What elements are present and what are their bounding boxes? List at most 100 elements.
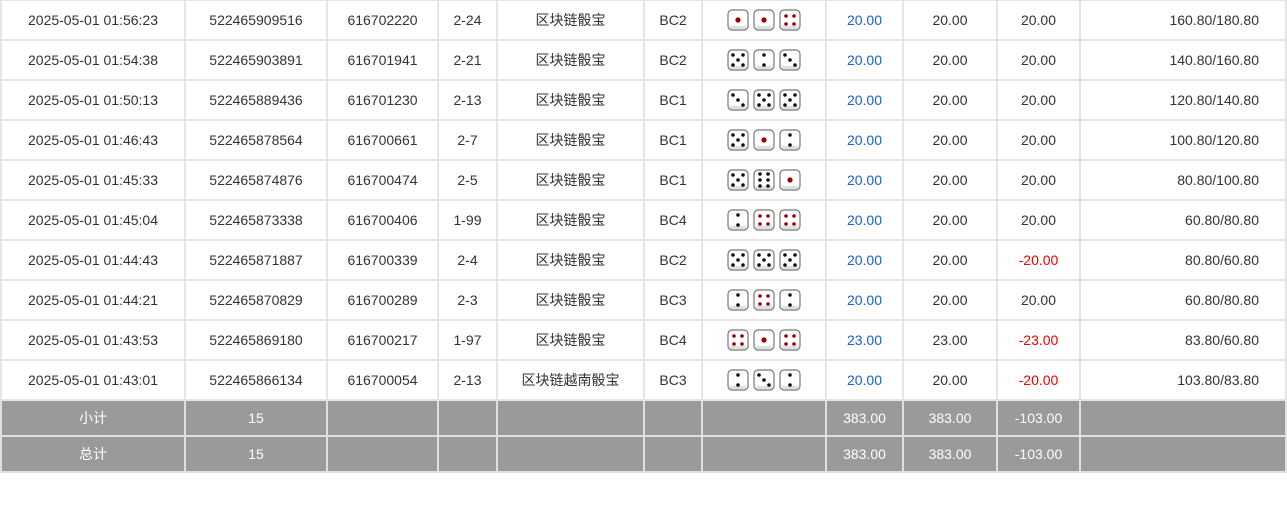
order-number: 522465873338 [184, 199, 328, 241]
table-number: 2-21 [437, 39, 498, 81]
die-1-icon [777, 169, 803, 191]
table-number: 2-13 [437, 359, 498, 401]
table-row: 2025-05-01 01:54:38 522465903891 616701941… [0, 39, 1287, 81]
win-loss: -23.00 [996, 319, 1081, 361]
die-5-icon [751, 249, 777, 271]
game-code: BC1 [643, 79, 703, 121]
die-4-icon [751, 209, 777, 231]
game-name: 区块链骰宝 [496, 0, 645, 41]
dice-result [701, 159, 827, 201]
order-number: 522465878564 [184, 119, 328, 161]
table-number: 2-3 [437, 279, 498, 321]
table-number: 2-24 [437, 0, 498, 41]
issue-number: 616700406 [326, 199, 439, 241]
balance-change: 60.80/80.80 [1079, 199, 1287, 241]
balance-change: 103.80/83.80 [1079, 359, 1287, 401]
bet-amount: 20.00 [825, 159, 904, 201]
dice-result [701, 119, 827, 161]
game-code: BC1 [643, 119, 703, 161]
valid-bet: 20.00 [902, 159, 998, 201]
table-row: 2025-05-01 01:44:43 522465871887 616700339… [0, 239, 1287, 281]
game-name: 区块链骰宝 [496, 319, 645, 361]
balance-change: 100.80/120.80 [1079, 119, 1287, 161]
table-number: 2-5 [437, 159, 498, 201]
bet-amount: 20.00 [825, 359, 904, 401]
bet-amount: 20.00 [825, 39, 904, 81]
bet-time: 2025-05-01 01:43:01 [0, 359, 186, 401]
order-number: 522465909516 [184, 0, 328, 41]
bet-time: 2025-05-01 01:44:21 [0, 279, 186, 321]
order-number: 522465889436 [184, 79, 328, 121]
issue-number: 616701941 [326, 39, 439, 81]
total-win: -103.00 [996, 435, 1081, 473]
valid-bet: 23.00 [902, 319, 998, 361]
balance-change: 140.80/160.80 [1079, 39, 1287, 81]
die-2-icon [725, 289, 751, 311]
bet-amount: 20.00 [825, 279, 904, 321]
win-loss: 20.00 [996, 0, 1081, 41]
game-name: 区块链骰宝 [496, 159, 645, 201]
die-4-icon [777, 9, 803, 31]
issue-number: 616702220 [326, 0, 439, 41]
die-5-icon [725, 129, 751, 151]
bet-amount: 23.00 [825, 319, 904, 361]
die-6-icon [751, 169, 777, 191]
valid-bet: 20.00 [902, 359, 998, 401]
die-4-icon [777, 209, 803, 231]
valid-bet: 20.00 [902, 279, 998, 321]
win-loss: 20.00 [996, 119, 1081, 161]
balance-change: 60.80/80.80 [1079, 279, 1287, 321]
total-valid: 383.00 [902, 435, 998, 473]
die-5-icon [725, 49, 751, 71]
order-number: 522465866134 [184, 359, 328, 401]
issue-number: 616700289 [326, 279, 439, 321]
table-row: 2025-05-01 01:45:33 522465874876 616700474… [0, 159, 1287, 201]
balance-change: 83.80/60.80 [1079, 319, 1287, 361]
dice-result [701, 279, 827, 321]
die-3-icon [777, 49, 803, 71]
game-code: BC2 [643, 39, 703, 81]
dice-result [701, 199, 827, 241]
subtotal-valid: 383.00 [902, 399, 998, 437]
win-loss: 20.00 [996, 279, 1081, 321]
dice-result [701, 239, 827, 281]
game-name: 区块链越南骰宝 [496, 359, 645, 401]
bet-time: 2025-05-01 01:56:23 [0, 0, 186, 41]
subtotal-row: 小计 15 383.00 383.00 -103.00 [0, 399, 1287, 437]
die-5-icon [725, 169, 751, 191]
die-5-icon [777, 249, 803, 271]
total-row: 总计 15 383.00 383.00 -103.00 [0, 435, 1287, 473]
game-code: BC3 [643, 359, 703, 401]
balance-change: 120.80/140.80 [1079, 79, 1287, 121]
valid-bet: 20.00 [902, 39, 998, 81]
win-loss: 20.00 [996, 79, 1081, 121]
die-5-icon [751, 89, 777, 111]
valid-bet: 20.00 [902, 119, 998, 161]
table-row: 2025-05-01 01:45:04 522465873338 616700406… [0, 199, 1287, 241]
subtotal-label: 小计 [0, 399, 186, 437]
balance-change: 80.80/60.80 [1079, 239, 1287, 281]
bet-time: 2025-05-01 01:43:53 [0, 319, 186, 361]
dice-result [701, 79, 827, 121]
die-2-icon [777, 289, 803, 311]
game-code: BC3 [643, 279, 703, 321]
die-2-icon [725, 209, 751, 231]
issue-number: 616700474 [326, 159, 439, 201]
die-1-icon [751, 9, 777, 31]
win-loss: 20.00 [996, 159, 1081, 201]
game-name: 区块链骰宝 [496, 39, 645, 81]
valid-bet: 20.00 [902, 79, 998, 121]
game-code: BC4 [643, 199, 703, 241]
die-2-icon [751, 49, 777, 71]
die-2-icon [777, 369, 803, 391]
table-row: 2025-05-01 01:56:23 522465909516 616702220… [0, 0, 1287, 41]
die-1-icon [751, 129, 777, 151]
bet-amount: 20.00 [825, 239, 904, 281]
balance-change: 160.80/180.80 [1079, 0, 1287, 41]
order-number: 522465871887 [184, 239, 328, 281]
die-4-icon [751, 289, 777, 311]
balance-change: 80.80/100.80 [1079, 159, 1287, 201]
game-name: 区块链骰宝 [496, 199, 645, 241]
total-count: 15 [184, 435, 328, 473]
game-name: 区块链骰宝 [496, 119, 645, 161]
